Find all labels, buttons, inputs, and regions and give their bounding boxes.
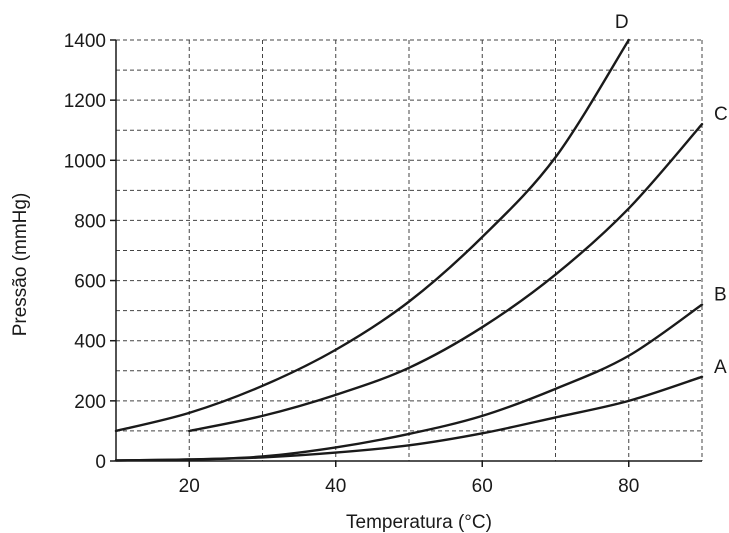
- series-curve-c: [188, 123, 704, 433]
- y-tick-label: 600: [74, 272, 106, 293]
- x-tick-label: 80: [618, 476, 639, 497]
- y-tick-label: 0: [95, 452, 106, 473]
- tick-labels: 0 200 400 600 800 1000 1200 1400 20 40 60 80: [64, 31, 640, 497]
- y-tick-label: 400: [74, 332, 106, 353]
- y-tick-label: 1200: [64, 91, 106, 112]
- series-curve-b: [114, 303, 704, 462]
- series-curve-d: [114, 38, 630, 433]
- series-label-a: A: [714, 357, 727, 378]
- grid: [116, 39, 703, 461]
- x-tick-label: 20: [179, 476, 200, 497]
- series-curves: [114, 38, 704, 462]
- x-tick-label: 60: [472, 476, 493, 497]
- series-label-c: C: [714, 104, 728, 125]
- axes: [115, 40, 702, 462]
- y-tick-label: 200: [74, 392, 106, 413]
- x-axis-label: Temperatura (°C): [346, 512, 492, 533]
- y-tick-label: 800: [74, 211, 106, 232]
- x-tick-label: 40: [325, 476, 346, 497]
- series-labels: A B C D: [615, 12, 728, 378]
- y-tick-label: 1400: [64, 31, 106, 52]
- y-tick-label: 1000: [64, 151, 106, 172]
- y-axis-label: Pressão (mmHg): [10, 193, 31, 337]
- series-label-d: D: [615, 12, 629, 33]
- series-label-b: B: [714, 285, 727, 306]
